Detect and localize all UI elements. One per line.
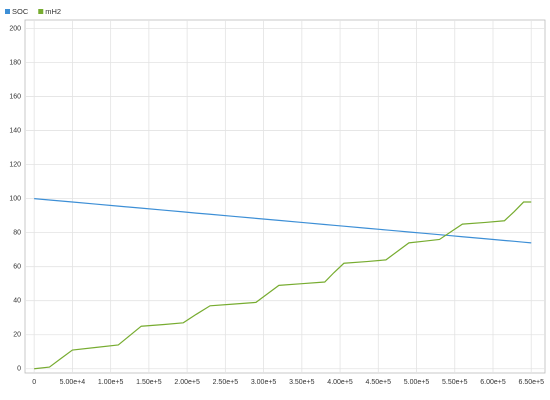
legend-label: SOC: [12, 7, 29, 16]
x-tick-label: 4.50e+5: [366, 379, 392, 386]
x-tick-label: 5.50e+5: [442, 379, 468, 386]
x-tick-label: 6.00e+5: [480, 379, 506, 386]
y-tick-label: 120: [9, 161, 21, 168]
lines: [34, 198, 532, 370]
x-tick-label: 5.00e+5: [404, 379, 430, 386]
y-tick-label: 40: [13, 298, 21, 305]
x-tick-label: 3.00e+5: [251, 379, 277, 386]
x-tick-label: 6.50e+5: [518, 379, 544, 386]
grid: [25, 20, 545, 373]
tick-labels: 0 20 40 60 80 100 120 140 160 180 200 0 5.00e+4 1.00e…: [9, 25, 544, 385]
x-tick-label: 3.50e+5: [289, 379, 315, 386]
series-line: [34, 198, 532, 244]
legend-swatch: [38, 9, 44, 14]
x-tick-label: 5.00e+4: [60, 379, 86, 386]
x-tick-label: 1.50e+5: [136, 379, 162, 386]
x-tick-label: 2.50e+5: [213, 379, 239, 386]
legend-label: mH2: [45, 7, 61, 16]
y-tick-label: 20: [13, 332, 21, 339]
x-tick-label: 4.00e+5: [327, 379, 353, 386]
series-line: [34, 201, 532, 370]
x-tick-label: 1.00e+5: [98, 379, 124, 386]
y-tick-label: 100: [9, 195, 21, 202]
y-tick-label: 60: [13, 264, 21, 271]
legend-swatch: [5, 9, 10, 14]
y-tick-label: 140: [9, 127, 21, 134]
y-tick-label: 80: [13, 229, 21, 236]
y-tick-label: 180: [9, 59, 21, 66]
y-tick-label: 160: [9, 93, 21, 100]
legend: SOC mH2: [5, 7, 61, 16]
x-tick-label: 0: [32, 379, 36, 386]
plot-area: [24, 19, 546, 374]
y-tick-label: 0: [17, 366, 21, 373]
x-tick-label: 2.00e+5: [174, 379, 200, 386]
y-tick-label: 200: [9, 25, 21, 32]
